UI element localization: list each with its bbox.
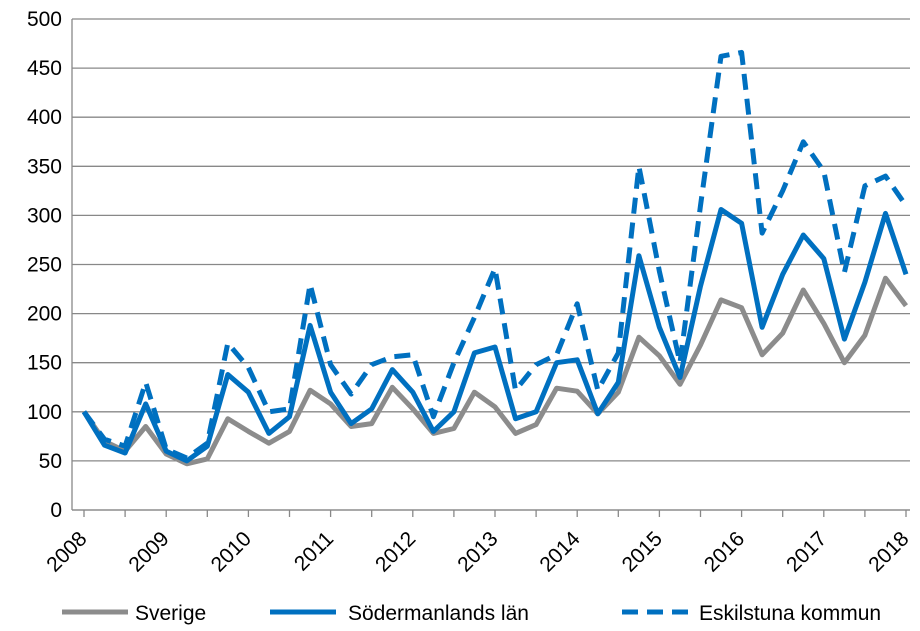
y-tick-label: 350 bbox=[27, 155, 62, 178]
y-tick-label: 400 bbox=[27, 106, 62, 129]
legend-label: Sverige bbox=[135, 602, 206, 625]
series-line-s-dermanlands-l-n bbox=[81, 207, 909, 464]
x-tick-label: 2015 bbox=[618, 527, 667, 576]
y-tick-label: 250 bbox=[27, 254, 62, 277]
series-line-eskilstuna-kommun bbox=[81, 49, 909, 461]
x-tick-label: 2012 bbox=[371, 527, 420, 576]
series-line-sverige bbox=[81, 275, 909, 467]
x-tick-label: 2013 bbox=[453, 527, 502, 576]
x-tick-label: 2018 bbox=[864, 527, 913, 576]
y-tick-label: 0 bbox=[50, 499, 62, 522]
x-tick-label: 2010 bbox=[207, 527, 256, 576]
legend: Sverige Södermanlands län Eskilstuna kommu… bbox=[62, 602, 881, 625]
y-tick-label: 300 bbox=[27, 204, 62, 227]
x-tick-label: 2014 bbox=[535, 527, 585, 577]
legend-label: Eskilstuna kommun bbox=[699, 602, 881, 625]
x-axis: 2008 2009 2010 2011 2012 2013 2014 2015 2016 2017… bbox=[42, 509, 914, 577]
x-tick-label: 2011 bbox=[290, 527, 338, 575]
y-tick-label: 50 bbox=[39, 450, 62, 473]
x-tick-label: 2009 bbox=[124, 527, 173, 576]
y-axis: 0 50 100 150 200 250 300 350 400 450 500 bbox=[27, 8, 73, 522]
series-lines bbox=[81, 49, 909, 467]
gridlines bbox=[72, 18, 910, 511]
y-tick-label: 450 bbox=[27, 57, 62, 80]
y-tick-label: 500 bbox=[27, 8, 62, 31]
y-tick-label: 100 bbox=[27, 401, 62, 424]
y-tick-label: 200 bbox=[27, 303, 62, 326]
y-tick-label: 150 bbox=[27, 352, 62, 375]
x-tick-label: 2016 bbox=[700, 527, 749, 576]
x-tick-label: 2017 bbox=[782, 527, 831, 576]
x-tick-label: 2008 bbox=[42, 527, 91, 576]
legend-label: Södermanlands län bbox=[348, 602, 529, 625]
